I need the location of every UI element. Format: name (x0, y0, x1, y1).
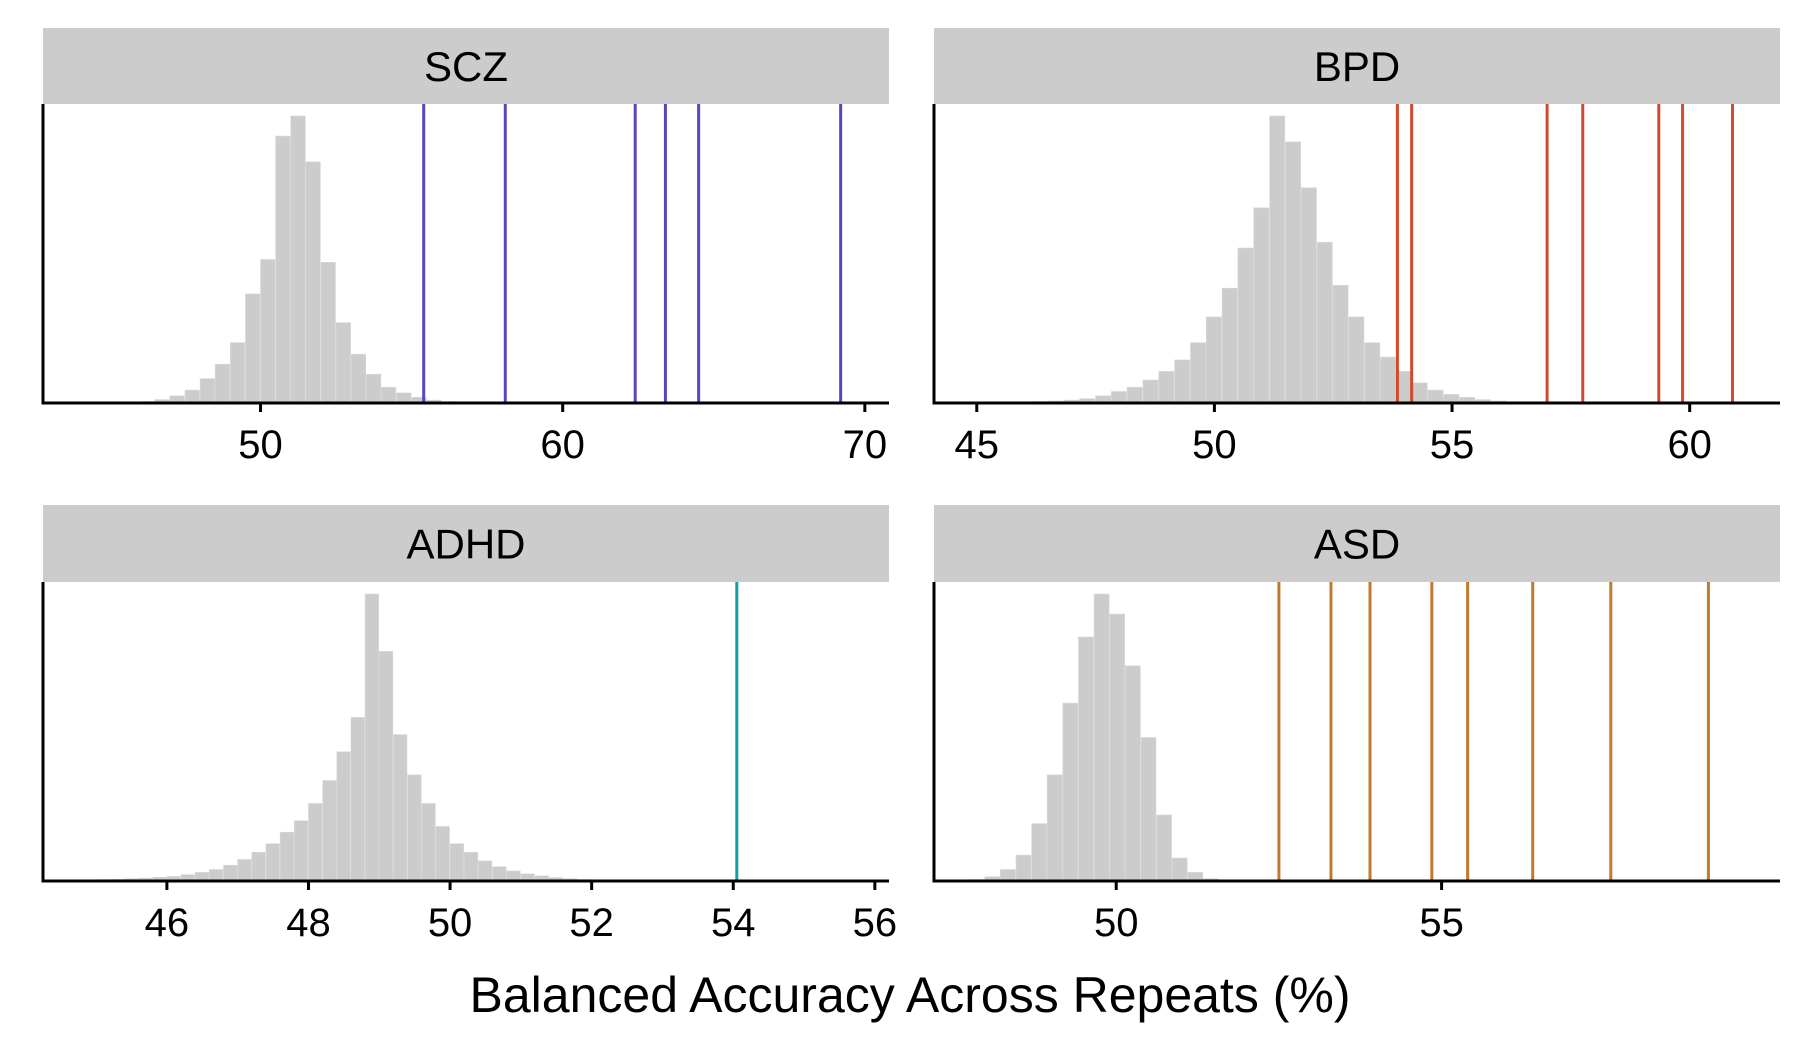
histogram-bar (1156, 814, 1172, 882)
histogram-bar (1205, 316, 1222, 404)
histogram-bar (1348, 316, 1365, 404)
histogram-bar (184, 389, 200, 404)
histogram-bar (305, 161, 321, 404)
histogram-bar (1046, 774, 1063, 882)
histogram-bar (1126, 386, 1143, 404)
histogram-bar (463, 851, 479, 882)
histogram-bar (393, 734, 408, 882)
histogram-bar (223, 864, 238, 882)
histogram-bar (336, 751, 351, 882)
histogram-bar (1031, 823, 1047, 882)
histogram-bar (381, 386, 397, 404)
histogram-bar (230, 342, 246, 404)
strip-bpd (934, 28, 1780, 104)
histogram-bar (1078, 636, 1094, 882)
histogram-bar (320, 262, 336, 404)
histogram-bar (421, 803, 436, 882)
histogram-bar (260, 259, 276, 404)
x-tick-label: 48 (286, 901, 331, 945)
histogram-bar (322, 780, 337, 882)
histogram-bar (1093, 593, 1110, 882)
histogram-bar (1427, 389, 1444, 404)
histogram-bar (1411, 382, 1428, 404)
histogram-bar (1332, 285, 1349, 404)
histogram-bar (1253, 207, 1270, 404)
panel-bpd: BPD 45 50 55 60 (932, 28, 1780, 467)
strip-adhd (43, 505, 889, 582)
histogram-bar (245, 293, 261, 404)
histogram-bar (1142, 379, 1159, 404)
histogram-bar (506, 870, 521, 882)
histogram-bar (214, 363, 231, 404)
histogram-bar (237, 859, 252, 882)
histogram-bar (308, 803, 323, 882)
histogram-bar (1285, 141, 1301, 404)
histogram-bar (1316, 241, 1333, 404)
histogram-bar (449, 843, 464, 882)
histogram-bar (265, 843, 280, 882)
strip-asd (934, 505, 1780, 582)
strip-label-asd: ASD (1314, 521, 1400, 568)
x-tick-label: 60 (1667, 423, 1712, 467)
x-tick-label: 70 (843, 423, 888, 467)
histogram-bar (1171, 857, 1188, 882)
histogram-bar (378, 651, 394, 882)
histogram-bar (1125, 665, 1141, 882)
panel-scz: SCZ 50 60 70 (41, 28, 889, 467)
x-tick-label: 50 (238, 423, 283, 467)
strip-label-adhd: ADHD (406, 521, 525, 568)
histogram-bar (199, 378, 215, 404)
strip-scz (43, 28, 889, 104)
histogram-bar (435, 826, 450, 882)
histogram-bar (1237, 247, 1254, 404)
histogram-bar (350, 717, 365, 882)
x-tick-label: 60 (540, 423, 585, 467)
histogram-bar (492, 866, 507, 882)
histogram-bar (1190, 342, 1206, 404)
histogram-bar (1062, 702, 1079, 882)
histogram-bar (478, 860, 493, 882)
histogram-bar (396, 392, 412, 404)
x-tick-label: 45 (955, 423, 1000, 467)
panel-asd: ASD 50 55 (932, 505, 1780, 945)
histogram-bar (1364, 342, 1381, 404)
histogram-bar (1221, 287, 1238, 404)
histogram-bar (335, 322, 351, 404)
histogram-bar (1109, 613, 1126, 882)
x-tick-label: 54 (711, 901, 756, 945)
strip-label-bpd: BPD (1314, 43, 1400, 90)
histogram-bar (365, 373, 382, 404)
histogram-bar (209, 869, 224, 882)
x-tick-label: 55 (1430, 423, 1475, 467)
histogram-bar (364, 593, 379, 882)
x-tick-label: 46 (145, 901, 190, 945)
histogram-bar (279, 831, 295, 882)
x-tick-label: 56 (853, 901, 898, 945)
histogram-bar (1158, 371, 1175, 404)
histogram-bar (407, 774, 422, 882)
x-tick-label: 50 (1192, 423, 1237, 467)
histogram-bar (350, 353, 366, 404)
histogram-bar (1174, 359, 1191, 404)
histogram-bar (1380, 356, 1396, 404)
x-tick-label: 50 (428, 901, 473, 945)
histogram-bar (1015, 854, 1032, 882)
histogram-bar (1111, 391, 1127, 404)
strip-label-scz: SCZ (424, 43, 508, 90)
histogram-bar (1269, 115, 1286, 404)
x-tick-label: 52 (569, 901, 614, 945)
x-axis-label: Balanced Accuracy Across Repeats (%) (470, 967, 1351, 1023)
panel-adhd: ADHD 46 48 50 52 54 56 (41, 505, 898, 945)
histogram-bar (251, 851, 266, 882)
x-tick-label: 50 (1094, 901, 1139, 945)
histogram-bar (290, 115, 306, 404)
panels: SCZ 50 60 70 BPD 45 50 55 60 ADHD 46 48 50 52 54 56 ASD 5… (41, 28, 1780, 945)
histogram-bar (275, 135, 291, 404)
histogram-bar (1300, 187, 1317, 404)
x-tick-label: 55 (1419, 901, 1464, 945)
histogram-bar (1000, 869, 1016, 882)
histogram-bar (294, 820, 309, 882)
histogram-bar (1140, 737, 1157, 882)
